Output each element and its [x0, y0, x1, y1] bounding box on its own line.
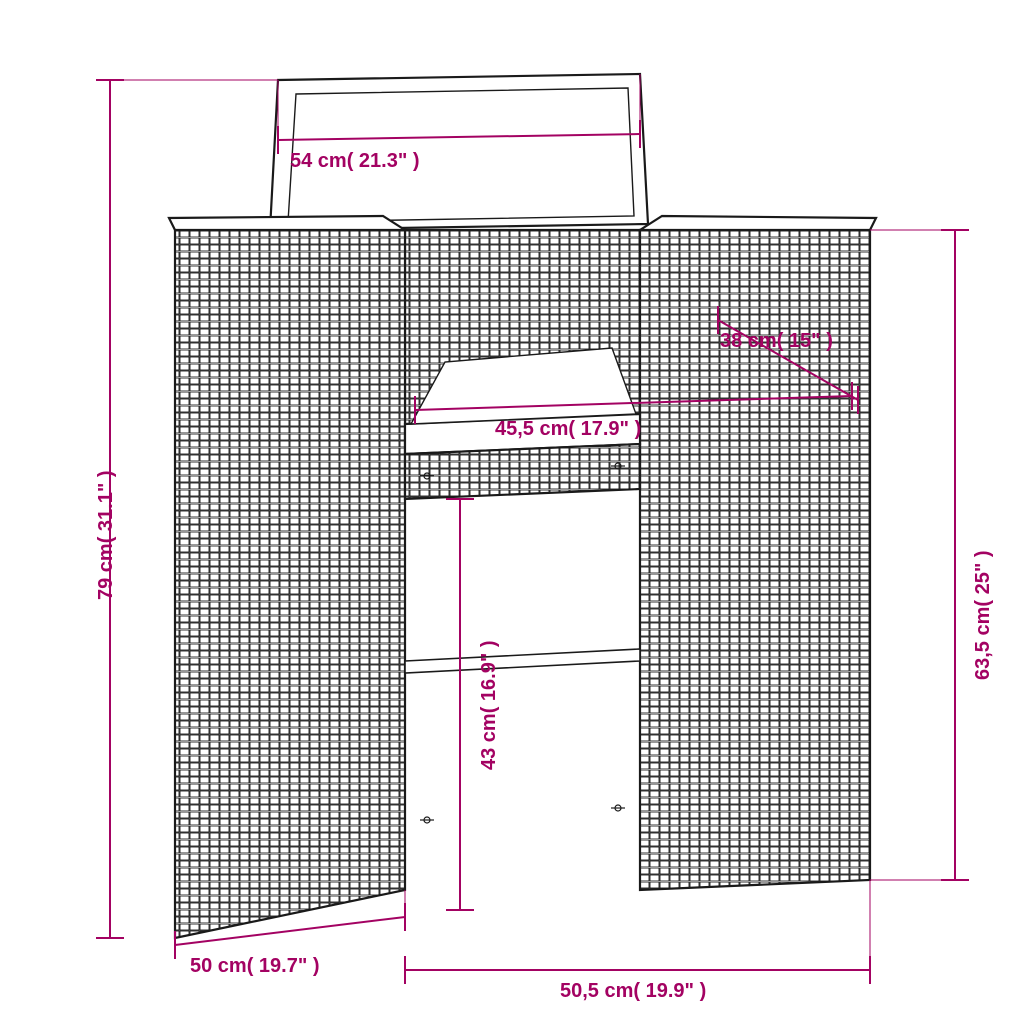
- diagram-stage: 79 cm( 31.1" ) 63,5 cm( 25" ) 43 cm( 16.…: [0, 0, 1024, 1024]
- diagram-svg: [0, 0, 1024, 1024]
